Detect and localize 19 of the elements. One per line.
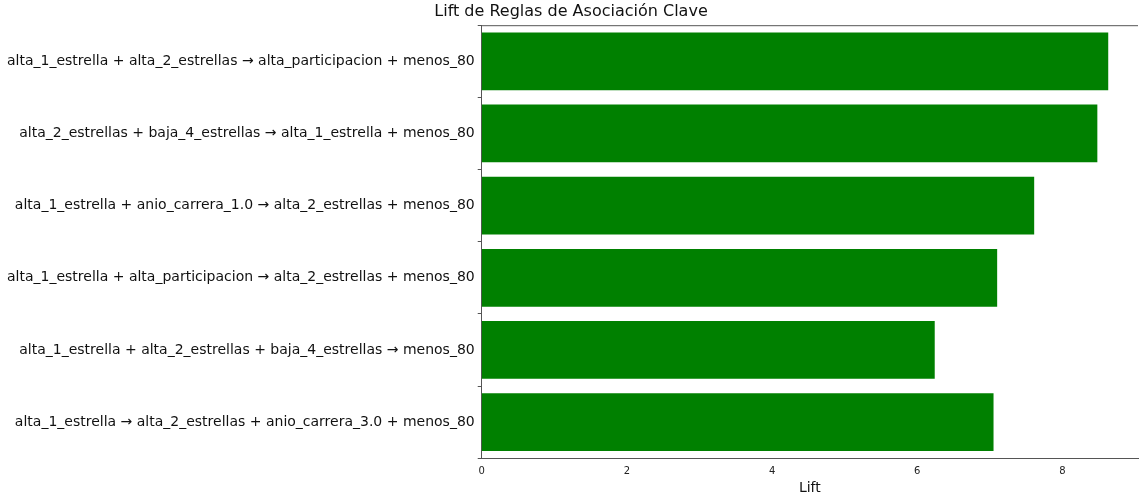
x-tick-label: 8	[1059, 464, 1066, 476]
x-tick-label: 2	[623, 464, 631, 476]
bar	[481, 248, 998, 307]
bar	[481, 393, 994, 451]
y-tick-label: alta_1_estrella + alta_participacion → alta_2_estrellas + menos_80	[6, 268, 475, 285]
x-axis-title: Lift	[798, 479, 822, 496]
x-tick-label: 4	[768, 464, 776, 476]
y-tick-label: alta_1_estrella → alta_2_estrellas + anio_carrera_3.0 + menos_80	[14, 412, 475, 429]
bar	[481, 321, 935, 379]
y-tick-label: alta_1_estrella + anio_carrera_1.0 → alta_2_estrellas + menos_80	[14, 196, 475, 213]
y-tick-label: alta_1_estrella + alta_2_estrellas + baja_4_estrellas → menos_80	[19, 340, 475, 357]
y-tick-label: alta_2_estrellas + baja_4_estrellas → alta_1_estrella + menos_80	[19, 124, 475, 141]
bar	[481, 32, 1109, 91]
bar	[481, 104, 1098, 163]
x-tick-label: 0	[478, 464, 485, 476]
bar	[481, 176, 1035, 235]
y-tick-label: alta_1_estrella + alta_2_estrellas → alta_participacion + menos_80	[6, 51, 475, 68]
chart-title: Lift de Reglas de Asociación Clave	[434, 0, 708, 20]
x-tick-label: 6	[914, 464, 921, 476]
